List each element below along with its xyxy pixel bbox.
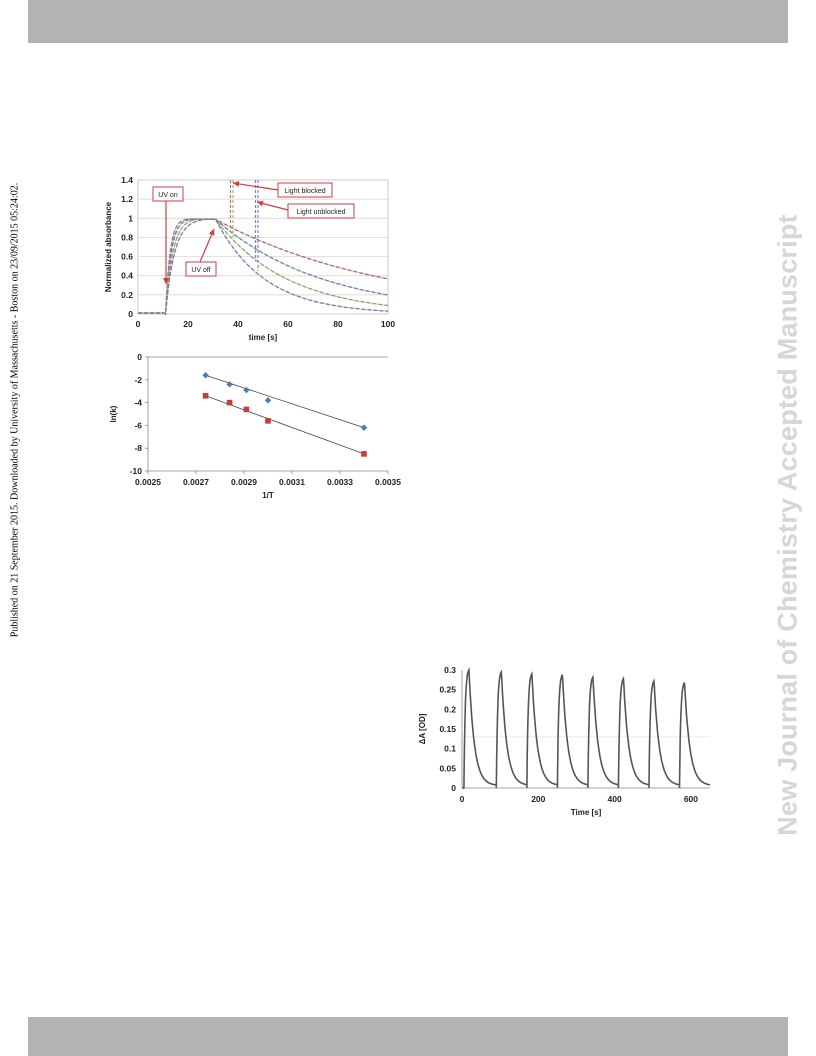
chart1-annotation-label: Light blocked [284,188,325,195]
chart1-y-tick: 0 [128,309,133,319]
chart1-fit-line-3 [138,218,389,315]
chart1-series-line-1 [138,218,389,316]
chart2-point [265,418,271,424]
chart1-x-tick: 100 [381,319,395,329]
chart1-series-line-3 [138,218,389,316]
chart2-point [202,392,209,399]
chart2-point [264,397,272,404]
chart1-x-tick: 20 [183,319,193,329]
chart1-y-tick: 0.8 [121,232,133,242]
chart2-fit-line-1 [205,374,365,429]
chart2-x-tick: 0.0027 [183,477,209,487]
chart2-y-tick: -2 [134,375,142,385]
chart1-y-tick: 1.2 [121,194,133,204]
chart1-annotation-arrowhead [208,229,215,236]
chart3-y-tick: 0.15 [439,724,456,734]
chart1-annotation-arrowhead [163,278,169,284]
chart3-x-label: Time [s] [571,808,602,817]
chart2-point [226,381,233,388]
chart2-y-tick: -4 [134,398,142,408]
chart1-annotation-label: UV on [158,192,178,199]
chart2-x-tick: 0.0031 [279,477,305,487]
chart3-x-tick: 200 [531,794,545,804]
chart1-annotation-label: UV off [191,267,210,274]
chart3-series-line [462,666,711,789]
chart2-point [243,406,250,413]
chart1-annotation-box [277,182,333,198]
chart2-point [202,372,209,379]
chart1-y-tick: 0.6 [121,252,133,262]
chart2-y-tick: -8 [134,443,142,453]
chart3-y-tick: 0 [451,783,456,793]
chart2-x-tick: 0.0025 [135,477,161,487]
chart1-annotation-arrowhead [257,200,264,207]
chart2-fit-line-2 [205,395,365,455]
footer-bar [28,1017,788,1056]
chart2-y-tick: -6 [134,420,142,430]
chart1-annotation-arrow [199,228,215,263]
chart2-point [226,399,233,406]
chart2-x-tick: 0.0035 [375,477,401,487]
chart1-annotation-arrow [256,201,289,211]
chart1-series-line-4 [138,218,389,316]
header-bar [28,0,788,43]
chart2-x-tick: 0.0029 [231,477,257,487]
watermark-text: New Journal of Chemistry Accepted Manusc… [772,214,803,836]
chart1-frame [137,179,389,315]
chart1-x-tick: 40 [233,319,243,329]
publication-note: Published on 21 September 2015. Download… [4,160,26,660]
chart1-annotation-arrow [232,182,279,191]
chart1-annotation-box [152,186,184,202]
chart1-y-tick: 0.2 [121,290,133,300]
chart1-series-line-2 [138,218,389,316]
chart2-point [243,386,250,394]
chart1-annotation-box [185,261,217,277]
chart2-y-tick: -10 [130,466,143,476]
chart1-annotation-label: Light unblocked [296,209,345,216]
chart1-fit-line-1 [138,218,389,315]
chart3-x-tick: 400 [608,794,622,804]
chart1-x-tick: 80 [333,319,343,329]
chart2-y-label: ln(k) [109,405,118,422]
chart1-fit-line-4 [138,218,389,315]
watermark: New Journal of Chemistry Accepted Manusc… [768,150,808,900]
chart1-y-tick: 1 [128,213,133,223]
chart2-point [360,424,368,431]
chart1-y-label: Normalized absorbance [104,201,113,292]
chart1-annotation-box [287,203,355,219]
chart3-y-tick: 0.3 [444,665,456,675]
chart2-x-tick: 0.0033 [327,477,353,487]
chart3-x-tick: 600 [684,794,698,804]
chart3-y-tick: 0.2 [444,704,456,714]
publication-note-text: Published on 21 September 2015. Download… [9,182,21,638]
chart3-y-tick: 0.1 [444,744,456,754]
chart3-y-tick: 0.25 [439,685,456,695]
chart1-x-tick: 60 [283,319,293,329]
chart3-x-tick: 0 [460,794,465,804]
chart1-y-tick: 1.4 [121,175,133,185]
chart2-point [361,451,367,457]
chart1-fit-line-2 [138,218,389,315]
chart1-annotation-arrowhead [233,180,240,187]
chart1-y-tick: 0.4 [121,271,133,281]
chart3-y-tick: 0.05 [439,763,456,773]
chart1-x-label: time [s] [249,333,278,342]
chart3-y-label: ΔA [OD] [418,713,427,744]
chart2-y-tick: 0 [137,352,142,362]
chart1-x-tick: 0 [136,319,141,329]
chart2-x-label: 1/T [262,491,274,500]
